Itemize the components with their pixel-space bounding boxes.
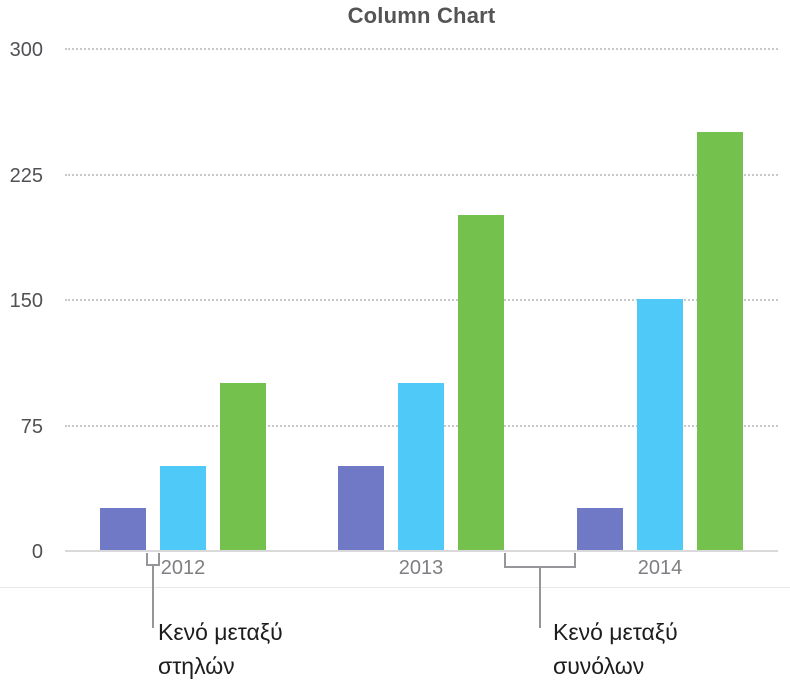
x-axis-label-2012: 2012 [160, 557, 206, 579]
gridline-300 [65, 48, 778, 50]
gap-between-sets-bracket [504, 553, 576, 568]
y-axis-tick-label-300: 300 [9, 39, 43, 61]
bar-2013-series-2 [398, 382, 444, 550]
bar-2014-series-3 [697, 131, 743, 550]
callout-label-line: συνόλων [553, 653, 645, 679]
callout-label-line: Κενό μεταξύ [553, 619, 678, 645]
callout-label-line: Κενό μεταξύ [158, 619, 283, 645]
bar-group-2014 [577, 131, 743, 550]
bar-2012-series-2 [160, 466, 206, 550]
bar-group-2012 [100, 382, 266, 550]
bar-2014-series-1 [577, 508, 623, 550]
x-axis-label-2013: 2013 [398, 557, 444, 579]
callout-label-line: στηλών [158, 653, 235, 679]
x-axis-label-2014: 2014 [637, 557, 683, 579]
chart-title: Column Chart [347, 3, 496, 28]
y-axis-tick-label-150: 150 [9, 290, 43, 312]
y-axis-tick-label-0: 0 [31, 541, 43, 563]
bar-2012-series-1 [100, 508, 146, 550]
bar-group-2013 [338, 215, 504, 550]
chart-bottom-separator [0, 587, 790, 588]
gridline-150 [65, 299, 778, 301]
gridline-225 [65, 173, 778, 176]
y-axis-tick-label-225: 225 [9, 164, 43, 187]
bar-2013-series-3 [458, 215, 504, 550]
y-axis-tick-label-75: 75 [20, 415, 43, 438]
bar-2013-series-1 [338, 466, 384, 550]
callout-label-gap-between-sets: Κενό μεταξύ συνόλων [553, 615, 678, 683]
callout-label-gap-between-columns: Κενό μεταξύ στηλών [158, 615, 283, 683]
bar-2012-series-3 [220, 382, 266, 550]
bar-2014-series-2 [637, 299, 683, 550]
plot-area [65, 48, 778, 552]
